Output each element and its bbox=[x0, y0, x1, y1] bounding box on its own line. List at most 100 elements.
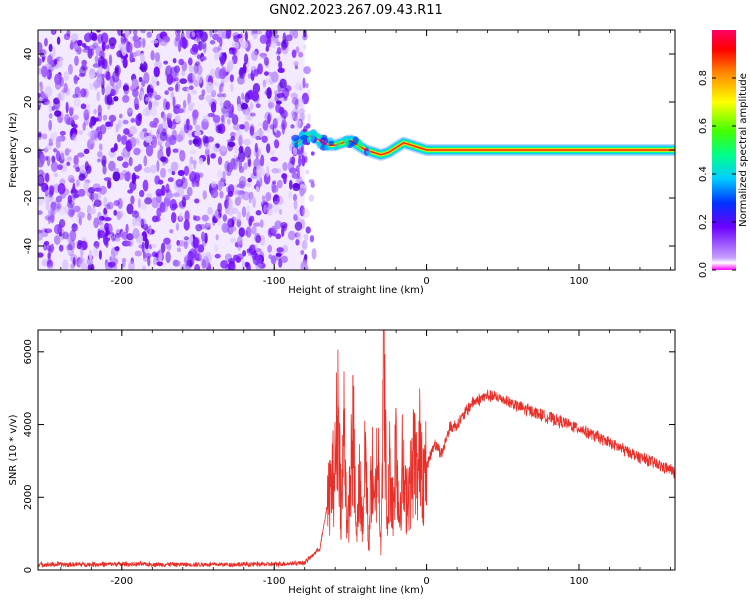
noise-speckle bbox=[310, 151, 315, 156]
noise-speckle bbox=[183, 254, 191, 267]
noise-speckle bbox=[53, 97, 61, 110]
noise-speckle bbox=[291, 49, 297, 58]
noise-speckle bbox=[47, 195, 54, 203]
noise-speckle bbox=[216, 36, 223, 43]
noise-speckle bbox=[278, 60, 283, 69]
noise-speckle bbox=[251, 30, 258, 34]
noise-speckle bbox=[69, 178, 75, 183]
x-tick-label: 100 bbox=[569, 276, 588, 287]
noise-speckle bbox=[48, 43, 53, 53]
noise-speckle bbox=[105, 203, 111, 210]
noise-speckle bbox=[234, 41, 239, 50]
noise-speckle bbox=[193, 30, 199, 34]
noise-speckle bbox=[132, 88, 139, 98]
noise-speckle bbox=[209, 40, 216, 45]
noise-speckle bbox=[105, 121, 112, 127]
noise-speckle bbox=[255, 186, 260, 192]
noise-speckle bbox=[156, 80, 160, 86]
noise-speckle bbox=[46, 228, 52, 233]
noise-speckle bbox=[229, 74, 234, 83]
noise-speckle bbox=[145, 96, 150, 102]
noise-speckle bbox=[295, 46, 300, 53]
noise-speckle bbox=[176, 240, 180, 246]
noise-speckle bbox=[203, 43, 207, 54]
noise-speckle bbox=[259, 219, 264, 228]
noise-speckle bbox=[81, 63, 86, 71]
noise-speckle bbox=[97, 112, 102, 122]
noise-speckle bbox=[105, 71, 111, 81]
noise-speckle bbox=[141, 241, 145, 254]
noise-speckle bbox=[90, 143, 94, 150]
noise-speckle bbox=[139, 130, 147, 140]
noise-speckle bbox=[77, 239, 83, 246]
noise-speckle bbox=[66, 199, 75, 209]
noise-speckle bbox=[252, 255, 261, 266]
noise-speckle bbox=[57, 92, 62, 101]
noise-speckle bbox=[119, 113, 123, 119]
noise-speckle bbox=[53, 58, 58, 65]
noise-speckle bbox=[38, 92, 41, 99]
noise-speckle bbox=[129, 43, 133, 53]
noise-speckle bbox=[58, 244, 64, 252]
noise-speckle bbox=[272, 194, 280, 205]
noise-speckle bbox=[204, 143, 211, 151]
noise-speckle bbox=[81, 43, 87, 48]
noise-speckle bbox=[227, 204, 234, 216]
noise-speckle bbox=[158, 252, 163, 263]
noise-speckle bbox=[199, 32, 204, 37]
noise-speckle bbox=[200, 56, 207, 61]
noise-speckle bbox=[196, 75, 201, 80]
noise-speckle bbox=[82, 122, 86, 131]
noise-speckle bbox=[102, 114, 108, 121]
x-tick-label: -200 bbox=[110, 276, 133, 287]
noise-speckle bbox=[38, 131, 43, 141]
noise-speckle bbox=[285, 34, 293, 42]
noise-speckle bbox=[281, 39, 289, 49]
noise-speckle bbox=[255, 103, 261, 109]
noise-speckle bbox=[106, 94, 113, 106]
noise-speckle bbox=[163, 98, 168, 111]
noise-speckle bbox=[239, 124, 245, 130]
noise-speckle bbox=[97, 211, 102, 224]
noise-speckle bbox=[244, 110, 251, 121]
noise-speckle bbox=[48, 184, 55, 192]
noise-speckle bbox=[133, 40, 142, 49]
noise-speckle bbox=[267, 113, 271, 125]
noise-speckle bbox=[46, 68, 52, 80]
noise-speckle bbox=[149, 121, 155, 128]
noise-speckle bbox=[137, 163, 142, 171]
noise-speckle bbox=[244, 30, 248, 42]
noise-speckle bbox=[293, 213, 298, 221]
noise-speckle bbox=[266, 128, 271, 133]
noise-speckle bbox=[179, 78, 188, 84]
noise-speckle bbox=[80, 88, 87, 98]
noise-speckle bbox=[222, 170, 226, 180]
noise-speckle bbox=[130, 117, 136, 123]
noise-speckle bbox=[248, 198, 252, 204]
noise-speckle bbox=[244, 146, 252, 158]
noise-speckle bbox=[211, 144, 218, 156]
noise-speckle bbox=[288, 190, 293, 200]
noise-speckle bbox=[195, 223, 203, 232]
noise-speckle bbox=[133, 210, 138, 215]
noise-speckle bbox=[227, 260, 236, 270]
noise-speckle bbox=[246, 262, 251, 270]
noise-speckle bbox=[51, 30, 56, 34]
y-tick-label: 20 bbox=[23, 96, 34, 109]
noise-speckle bbox=[226, 60, 234, 72]
noise-speckle bbox=[275, 253, 282, 261]
noise-speckle bbox=[309, 235, 315, 243]
noise-speckle bbox=[183, 238, 190, 247]
noise-speckle bbox=[88, 68, 96, 80]
colorbar-tick-label: 0.4 bbox=[698, 166, 709, 182]
noise-speckle bbox=[179, 212, 183, 221]
noise-speckle bbox=[140, 52, 145, 64]
noise-speckle bbox=[260, 53, 266, 60]
noise-speckle bbox=[101, 85, 105, 96]
noise-speckle bbox=[56, 36, 61, 45]
noise-speckle bbox=[103, 235, 109, 247]
noise-speckle bbox=[240, 41, 249, 49]
noise-speckle bbox=[273, 37, 279, 44]
noise-speckle bbox=[138, 76, 143, 83]
noise-speckle bbox=[272, 117, 278, 129]
